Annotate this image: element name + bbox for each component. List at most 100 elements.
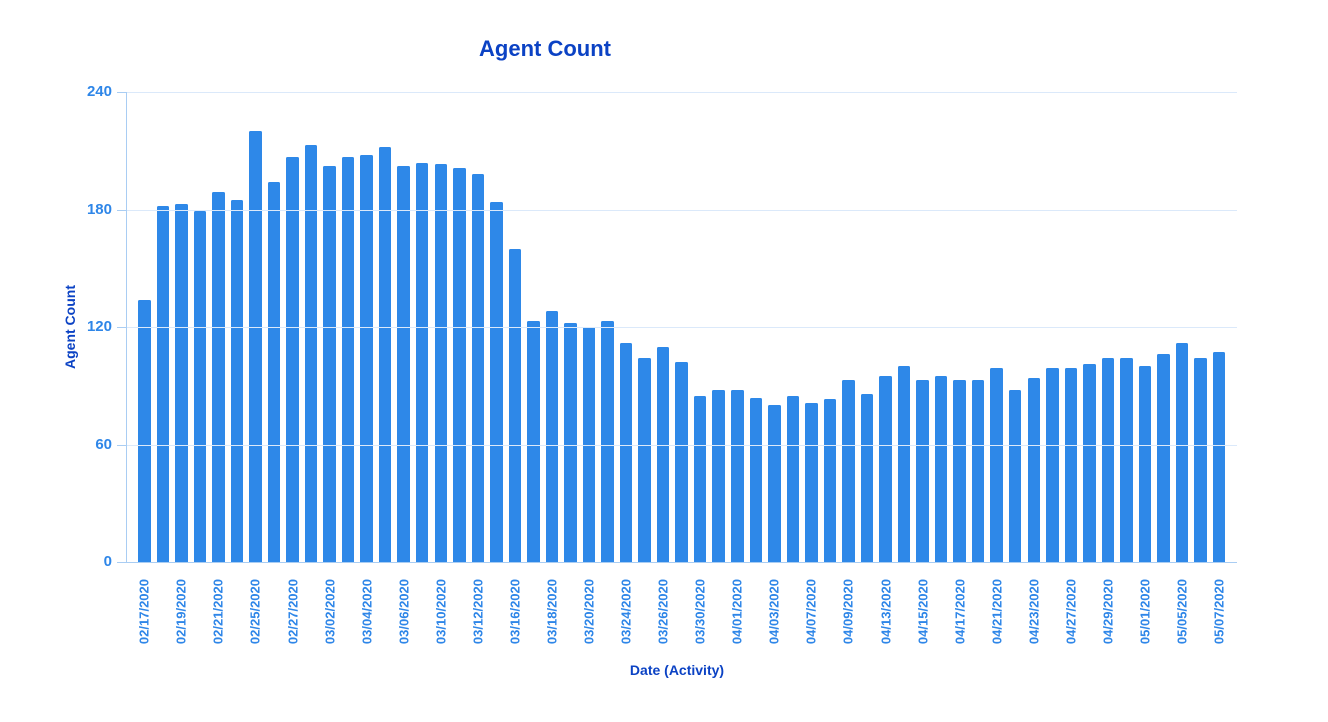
bar-03/10/2020[interactable] — [434, 164, 447, 562]
bar-04/16/2020[interactable] — [934, 375, 948, 562]
bar-03/11/2020[interactable] — [453, 168, 466, 562]
bar-02/20/2020[interactable] — [193, 211, 207, 562]
bar-02/21/2020[interactable] — [212, 191, 225, 562]
bar-column-04/10/2020 — [860, 92, 874, 562]
bar-04/23/2020[interactable] — [1027, 377, 1040, 562]
bar-column-04/15/2020: 04/15/2020 — [915, 92, 930, 644]
bar-column-04/29/2020: 04/29/2020 — [1100, 92, 1115, 644]
bar-column-02/17/2020: 02/17/2020 — [137, 92, 152, 644]
bar-column-04/30/2020 — [1120, 92, 1133, 562]
x-tick-label-05/01/2020: 05/01/2020 — [1137, 579, 1153, 645]
x-tick-label-05/05/2020: 05/05/2020 — [1174, 579, 1190, 645]
chart-title: Agent Count — [479, 36, 611, 61]
bar-03/18/2020[interactable] — [545, 311, 559, 562]
bar-column-04/07/2020: 04/07/2020 — [804, 92, 819, 644]
bar-03/31/2020[interactable] — [712, 389, 725, 562]
bar-column-02/21/2020: 02/21/2020 — [211, 92, 226, 644]
bar-04/20/2020[interactable] — [971, 379, 985, 562]
y-tick-mark-0 — [117, 562, 126, 563]
bar-04/10/2020[interactable] — [860, 393, 874, 562]
bar-03/05/2020[interactable] — [378, 146, 392, 562]
bar-03/30/2020[interactable] — [693, 395, 707, 562]
y-tick-label-120: 120 — [86, 318, 112, 335]
bar-02/24/2020[interactable] — [230, 199, 244, 562]
bar-04/07/2020[interactable] — [805, 403, 818, 562]
bar-04/01/2020[interactable] — [731, 389, 744, 562]
bar-04/28/2020[interactable] — [1083, 364, 1096, 562]
bar-03/04/2020[interactable] — [360, 154, 373, 562]
bar-02/26/2020[interactable] — [267, 182, 281, 562]
x-tick-label-03/04/2020: 03/04/2020 — [359, 579, 375, 645]
bar-02/19/2020[interactable] — [175, 203, 188, 562]
bar-04/21/2020[interactable] — [990, 368, 1003, 562]
bar-column-03/30/2020: 03/30/2020 — [693, 92, 708, 644]
bar-04/24/2020[interactable] — [1046, 368, 1059, 562]
bar-column-03/31/2020 — [712, 92, 725, 562]
x-tick-label-02/25/2020: 02/25/2020 — [247, 579, 263, 645]
bar-column-05/07/2020: 05/07/2020 — [1212, 92, 1227, 644]
bar-03/27/2020[interactable] — [675, 362, 688, 562]
bar-02/18/2020[interactable] — [156, 205, 170, 562]
bar-05/04/2020[interactable] — [1157, 354, 1170, 562]
bar-column-03/19/2020 — [564, 92, 577, 562]
x-tick-label-04/01/2020: 04/01/2020 — [729, 579, 745, 645]
bar-column-03/03/2020 — [341, 92, 355, 562]
y-tick-mark-240 — [117, 92, 126, 93]
bar-column-04/23/2020: 04/23/2020 — [1026, 92, 1041, 644]
bar-03/16/2020[interactable] — [508, 248, 522, 562]
x-tick-label-03/18/2020: 03/18/2020 — [544, 579, 560, 645]
x-tick-label-04/23/2020: 04/23/2020 — [1026, 579, 1042, 645]
bar-02/28/2020[interactable] — [304, 144, 318, 562]
bar-column-03/26/2020: 03/26/2020 — [656, 92, 671, 644]
bar-02/25/2020[interactable] — [249, 131, 262, 562]
bar-02/27/2020[interactable] — [286, 156, 299, 562]
bar-column-02/18/2020 — [156, 92, 170, 562]
bar-05/05/2020[interactable] — [1175, 342, 1189, 562]
bar-03/25/2020[interactable] — [638, 358, 651, 562]
bar-03/26/2020[interactable] — [656, 346, 670, 562]
bar-03/24/2020[interactable] — [619, 342, 633, 562]
bar-column-03/24/2020: 03/24/2020 — [619, 92, 634, 644]
bar-04/02/2020[interactable] — [749, 397, 763, 562]
bar-03/23/2020[interactable] — [601, 321, 614, 562]
bar-04/17/2020[interactable] — [953, 379, 966, 562]
bar-04/30/2020[interactable] — [1120, 358, 1133, 562]
x-tick-label-03/16/2020: 03/16/2020 — [507, 579, 523, 645]
bar-04/22/2020[interactable] — [1008, 389, 1022, 562]
gridline-240 — [127, 92, 1237, 93]
bar-column-02/28/2020 — [304, 92, 318, 562]
bar-04/27/2020[interactable] — [1064, 368, 1078, 562]
x-tick-label-02/27/2020: 02/27/2020 — [285, 579, 300, 645]
bar-03/19/2020[interactable] — [564, 323, 577, 562]
bar-04/13/2020[interactable] — [879, 375, 892, 562]
bar-05/01/2020[interactable] — [1138, 366, 1152, 562]
bar-04/03/2020[interactable] — [768, 405, 781, 562]
bar-column-04/24/2020 — [1046, 92, 1059, 562]
bar-04/09/2020[interactable] — [842, 379, 855, 562]
bar-column-03/05/2020 — [378, 92, 392, 562]
bar-03/06/2020[interactable] — [397, 166, 410, 562]
bar-column-04/21/2020: 04/21/2020 — [989, 92, 1004, 644]
bar-03/09/2020[interactable] — [415, 162, 429, 562]
bar-04/15/2020[interactable] — [916, 379, 929, 562]
bar-02/17/2020[interactable] — [138, 299, 151, 562]
x-tick-label-04/29/2020: 04/29/2020 — [1100, 579, 1116, 645]
bar-column-04/09/2020: 04/09/2020 — [841, 92, 856, 644]
bar-04/14/2020[interactable] — [897, 366, 911, 562]
bar-03/13/2020[interactable] — [490, 201, 503, 562]
bar-03/12/2020[interactable] — [471, 174, 485, 562]
plot-area: 02/17/2020 02/19/2020 02/21/2020 02/25/2020… — [117, 92, 1237, 644]
bar-04/29/2020[interactable] — [1101, 358, 1115, 562]
bar-03/03/2020[interactable] — [341, 156, 355, 562]
gridline-60 — [127, 444, 1237, 446]
bar-column-04/28/2020 — [1083, 92, 1096, 562]
bar-04/08/2020[interactable] — [823, 399, 837, 562]
bar-column-04/17/2020: 04/17/2020 — [952, 92, 967, 644]
bar-04/06/2020[interactable] — [786, 395, 800, 562]
bar-03/17/2020[interactable] — [527, 321, 540, 562]
bar-05/07/2020[interactable] — [1212, 352, 1226, 562]
bar-05/06/2020[interactable] — [1194, 358, 1207, 562]
bar-column-03/10/2020: 03/10/2020 — [433, 92, 448, 644]
x-tick-label-03/20/2020: 03/20/2020 — [581, 579, 597, 645]
bar-03/02/2020[interactable] — [323, 166, 336, 562]
